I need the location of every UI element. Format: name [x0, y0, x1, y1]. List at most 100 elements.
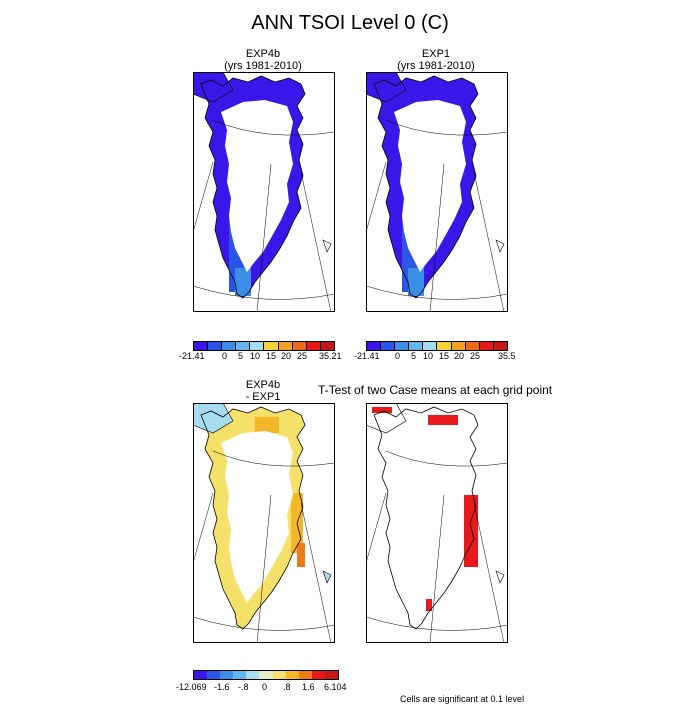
colorbar-label: 1.6 [302, 682, 315, 692]
panel-title-line1: EXP1 [421, 48, 451, 60]
colorbar-label: -21.41 [354, 351, 380, 361]
ellesmere-region [193, 72, 233, 102]
latitude-line [385, 119, 508, 136]
colorbar-label: 20 [281, 351, 292, 361]
longitude-line [429, 494, 445, 643]
figure-title: ANN TSOI Level 0 (C) [251, 12, 449, 34]
ice-sheet-interior [221, 431, 293, 603]
significance-footnote: Cells are significant at 0.1 level [400, 694, 525, 704]
panel-title-line2: - EXP1 [245, 391, 281, 403]
longitude-line [300, 171, 332, 312]
ice-sheet-interior [394, 100, 466, 272]
ellesmere-region [366, 72, 406, 102]
colorbar-swatch [272, 671, 286, 679]
significant-east-cells [464, 495, 478, 567]
map-panel-exp1 [366, 72, 508, 312]
colorbar-difference [193, 670, 339, 680]
colorbar-swatch [250, 342, 265, 350]
colorbar-swatch [292, 342, 307, 350]
map-layer [193, 72, 305, 298]
colorbar-swatch [465, 342, 480, 350]
colorbar-swatch [194, 342, 209, 350]
colorbar-swatch [222, 342, 237, 350]
colorbar-label: 20 [454, 351, 465, 361]
longitude-line [256, 163, 272, 312]
colorbar-label: 25 [297, 351, 308, 361]
colorbar-swatch [220, 671, 234, 679]
longitude-line [429, 163, 445, 312]
map-frame [193, 72, 335, 312]
colorbar-label: .8 [283, 682, 291, 692]
colorbar-swatch [311, 671, 325, 679]
colorbar-label: -.8 [238, 682, 249, 692]
map-panel-exp4b [193, 72, 335, 312]
colorbar-label: 15 [266, 351, 277, 361]
panel-title-line1: EXP4b [245, 379, 281, 391]
colorbar-label: 0 [262, 682, 268, 692]
colorbar-swatch [246, 671, 260, 679]
iceland-coastline [322, 570, 332, 584]
map-layer [193, 403, 305, 629]
panel-title-difference: EXP4b - EXP1 [188, 379, 338, 403]
map-panel-difference [193, 403, 335, 643]
ellesmere-coastline [366, 72, 407, 103]
latitude-line [385, 450, 508, 467]
significant-nw-cells [372, 407, 392, 413]
colorbar-swatch [423, 342, 438, 350]
colorbar-swatch [233, 671, 247, 679]
colorbar-swatch [278, 342, 293, 350]
colorbar-label: -12.069 [176, 682, 207, 692]
colorbar-swatch [306, 342, 321, 350]
iceland-coastline [495, 570, 505, 584]
longitude-line [193, 161, 214, 233]
coastline [373, 406, 479, 630]
panel-title-exp4b: EXP4b (yrs 1981-2010) [188, 48, 338, 72]
colorbar-swatch [437, 342, 452, 350]
colorbar-swatch [320, 342, 334, 350]
colorbar-label: 0 [395, 351, 401, 361]
colorbar-swatch [493, 342, 507, 350]
colorbar-swatch [479, 342, 494, 350]
southern-tip-region [235, 268, 251, 296]
significant-south-cells [426, 599, 432, 611]
colorbar-label: 10 [423, 351, 434, 361]
colorbar-swatch [285, 671, 299, 679]
coastline [200, 406, 306, 630]
colorbar-label: 5 [411, 351, 417, 361]
colorbar-label: -21.41 [179, 351, 205, 361]
ellesmere-coastline [366, 403, 407, 434]
longitude-line [193, 492, 214, 564]
panel-title-ttest: T-Test of two Case means at each grid po… [318, 383, 553, 397]
colorbar-label: 35.21 [319, 351, 342, 361]
north-anomaly [255, 417, 279, 433]
latitude-line [193, 616, 335, 631]
map-panel-ttest [366, 403, 508, 643]
colorbar-exp1 [366, 341, 508, 351]
colorbar-label: 6.104 [324, 682, 347, 692]
latitude-line [193, 285, 335, 300]
colorbar-swatch [395, 342, 410, 350]
east-coast-strong-anomaly [297, 543, 305, 567]
colorbar-swatch [451, 342, 466, 350]
colorbar-swatch [264, 342, 279, 350]
longitude-line [473, 171, 505, 312]
colorbar-label: 15 [439, 351, 450, 361]
ellesmere-region [193, 403, 233, 433]
colorbar-swatch [259, 671, 273, 679]
colorbar-label: 5 [238, 351, 244, 361]
longitude-line [473, 502, 505, 643]
colorbar-swatch [381, 342, 396, 350]
colorbar-swatch [236, 342, 251, 350]
colorbar-label: 25 [470, 351, 481, 361]
longitude-line [300, 502, 332, 643]
latitude-line [366, 616, 508, 631]
panel-title-line2: (yrs 1981-2010) [397, 60, 475, 72]
longitude-line [366, 492, 387, 564]
coastline [373, 75, 479, 299]
colorbar-swatch [298, 671, 312, 679]
latitude-line [212, 119, 335, 136]
southern-tip-region [408, 268, 424, 296]
colorbar-swatch [208, 342, 223, 350]
latitude-line [366, 285, 508, 300]
coastline [200, 75, 306, 299]
